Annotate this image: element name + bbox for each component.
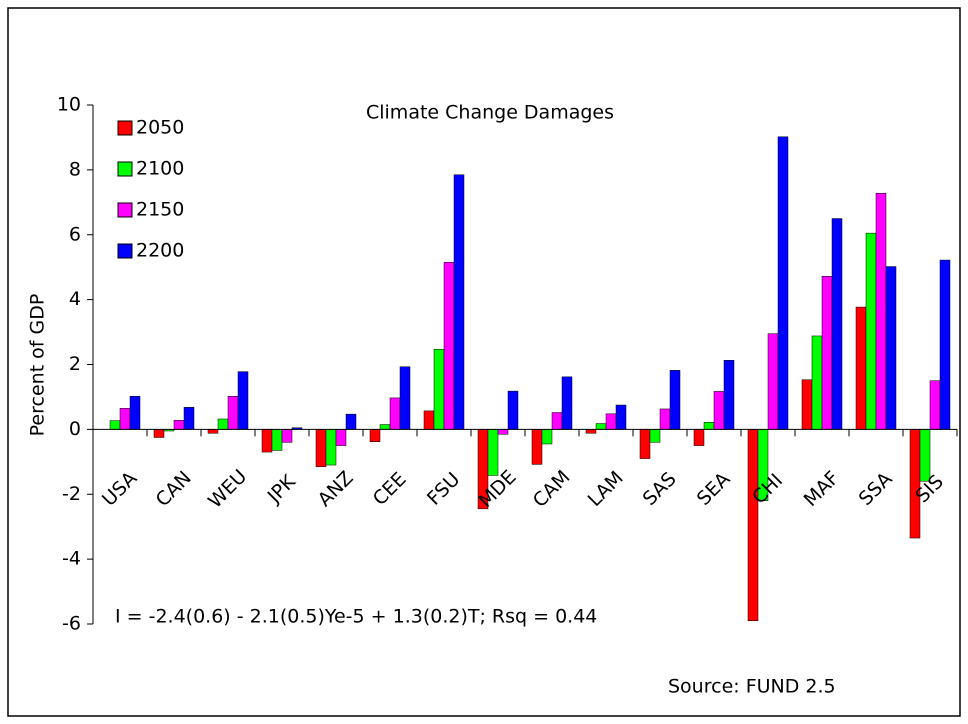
bar — [423, 410, 435, 430]
bar — [939, 259, 951, 430]
bar — [207, 429, 219, 434]
x-tick-label: LAM — [584, 467, 628, 511]
x-tick-label: SSA — [855, 468, 897, 510]
bar — [227, 396, 239, 430]
bar — [315, 429, 327, 467]
x-tick-label: ANZ — [314, 467, 358, 511]
bar — [399, 366, 411, 430]
bar — [281, 429, 293, 443]
bar — [595, 423, 607, 430]
bar — [821, 276, 833, 430]
legend-swatch — [117, 202, 133, 218]
legend-label: 2050 — [136, 117, 184, 139]
bar — [237, 371, 249, 430]
bar — [865, 232, 877, 430]
y-tick-label: -2 — [62, 483, 81, 505]
y-tick-label: 6 — [69, 223, 81, 245]
x-tick-label: WEU — [204, 465, 251, 512]
y-tick-label: -4 — [62, 548, 81, 570]
bar — [129, 396, 141, 430]
annotation: Source: FUND 2.5 — [668, 676, 836, 698]
bar — [183, 407, 195, 430]
bar — [153, 429, 165, 438]
bar — [325, 429, 337, 466]
y-tick-label: 8 — [69, 158, 81, 180]
y-tick-label: 4 — [69, 288, 81, 310]
x-tick-label: CAN — [152, 467, 196, 511]
y-tick-label: -6 — [62, 613, 81, 635]
bar — [693, 429, 705, 446]
bar — [487, 429, 499, 476]
x-tick-label: SEA — [693, 468, 735, 510]
bar — [929, 380, 941, 430]
bar — [119, 408, 131, 430]
legend-label: 2200 — [136, 240, 184, 262]
legend-swatch — [117, 120, 133, 136]
bar — [379, 424, 391, 430]
legend-label: 2150 — [136, 199, 184, 221]
bar — [713, 391, 725, 430]
bar — [767, 333, 779, 430]
bar — [885, 266, 897, 430]
bar — [541, 429, 553, 445]
bar — [335, 429, 347, 446]
bar — [649, 429, 661, 443]
bar — [747, 429, 759, 622]
bar — [561, 376, 573, 430]
bar — [453, 174, 465, 430]
x-tick-label: FSU — [423, 468, 464, 509]
x-tick-label: JPK — [263, 470, 301, 508]
bar — [345, 413, 357, 430]
bar — [585, 429, 597, 434]
bar — [777, 136, 789, 430]
bar — [801, 379, 813, 430]
bar — [703, 421, 715, 430]
bar — [507, 390, 519, 430]
y-tick-label: 0 — [69, 418, 81, 440]
legend-label: 2100 — [136, 158, 184, 180]
y-tick-label: 10 — [57, 94, 81, 116]
bar — [605, 413, 617, 430]
x-tick-label: CAM — [529, 466, 575, 512]
bar — [443, 262, 455, 430]
frame — [7, 7, 961, 717]
chart-title: Climate Change Damages — [366, 102, 614, 124]
bar — [855, 306, 867, 430]
bar — [369, 429, 381, 442]
bar — [261, 429, 273, 453]
y-axis-label: Percent of GDP — [27, 294, 49, 437]
bar — [433, 349, 445, 430]
bar — [723, 360, 735, 430]
x-tick-label: MAF — [800, 467, 844, 511]
legend-swatch — [117, 161, 133, 177]
annotation: I = -2.4(0.6) - 2.1(0.5)Ye-5 + 1.3(0.2)T… — [115, 606, 597, 628]
bar — [875, 192, 887, 430]
bar — [615, 404, 627, 430]
bar — [271, 429, 283, 451]
bar — [173, 420, 185, 430]
x-tick-label: USA — [98, 467, 141, 510]
bar — [217, 418, 229, 430]
bar — [389, 397, 401, 430]
bar — [531, 429, 543, 465]
bar — [551, 412, 563, 430]
y-tick-label: 2 — [69, 353, 81, 375]
legend-swatch — [117, 243, 133, 259]
bar — [639, 429, 651, 459]
bar — [811, 335, 823, 430]
bar — [659, 408, 671, 430]
x-tick-label: SAS — [639, 468, 681, 510]
bar — [109, 420, 121, 430]
bar — [831, 218, 843, 430]
bar — [497, 429, 509, 435]
bar — [669, 370, 681, 430]
x-tick-label: CEE — [369, 468, 411, 510]
